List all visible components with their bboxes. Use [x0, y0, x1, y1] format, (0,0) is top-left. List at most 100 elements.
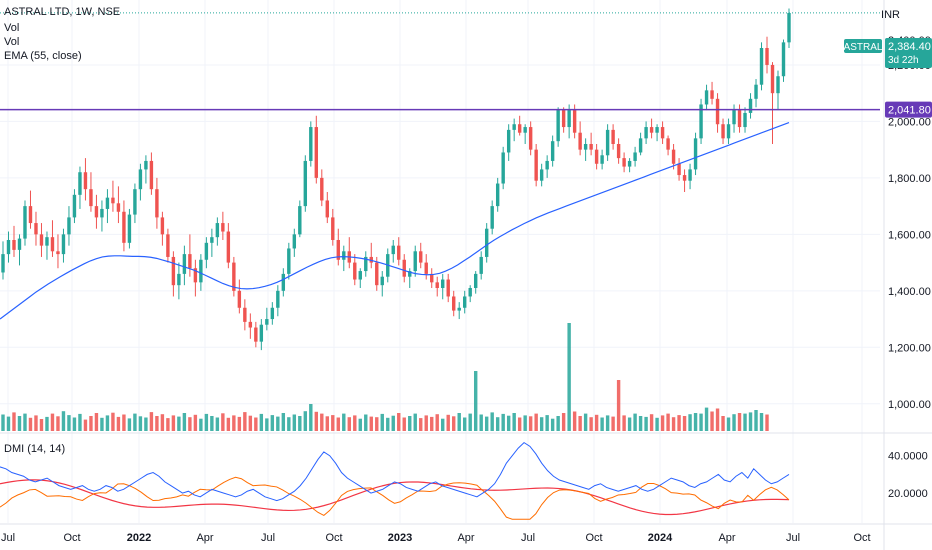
- candle-body: [534, 149, 538, 181]
- volume-bar: [506, 415, 511, 431]
- volume-bar: [292, 414, 297, 431]
- volume-bar: [45, 416, 49, 431]
- volume-bar: [270, 415, 275, 431]
- candle-body: [111, 197, 115, 204]
- volume-bar: [435, 414, 439, 431]
- volume-bar: [402, 417, 406, 431]
- volume-bar: [248, 415, 253, 431]
- candle-body: [298, 206, 302, 235]
- volume-bar: [627, 417, 632, 431]
- candle-body: [770, 64, 775, 94]
- volume-bar: [512, 413, 516, 431]
- candle-body: [23, 206, 27, 239]
- volume-bar: [50, 413, 55, 431]
- candle-body: [506, 129, 511, 153]
- price-tick-label: 1,800.00: [888, 173, 931, 185]
- candle-body: [248, 321, 253, 328]
- volume-bar: [237, 416, 242, 431]
- horizontal-line[interactable]: [0, 12, 880, 111]
- price-tick-label: 2,000.00: [888, 116, 931, 128]
- candle-body: [287, 248, 291, 274]
- vol-legend-1[interactable]: Vol: [4, 21, 19, 35]
- volume-bar: [688, 414, 692, 431]
- candle-body: [528, 127, 533, 150]
- time-tick-label: 2022: [127, 532, 151, 544]
- candle-body: [545, 160, 549, 170]
- symbol-title[interactable]: ASTRAL LTD, 1W, NSE: [4, 5, 120, 19]
- candle-body: [693, 138, 698, 170]
- volume-bar: [408, 416, 412, 431]
- volume-bar: [204, 413, 209, 431]
- volume-bar: [495, 417, 500, 431]
- candle-body: [61, 234, 66, 255]
- volume-bars: [1, 323, 769, 431]
- candle-body: [655, 127, 659, 133]
- candle-body: [781, 42, 786, 77]
- candle-body: [550, 141, 555, 161]
- candle-body: [600, 155, 604, 164]
- candle-body: [364, 256, 368, 272]
- candle-body: [435, 282, 439, 288]
- candle-body: [303, 160, 308, 207]
- vol-label: Vol: [4, 36, 20, 48]
- time-tick-label: Jul: [261, 532, 275, 544]
- candle-body: [737, 110, 742, 128]
- volume-bar: [743, 413, 747, 431]
- candle-body: [182, 254, 187, 274]
- volume-bar: [633, 413, 637, 431]
- time-tick-label: Jul: [1, 532, 15, 544]
- candle-body: [226, 231, 231, 263]
- candle-body: [721, 124, 725, 139]
- candle-body: [144, 160, 148, 170]
- indicator-tick-label: 40.0000: [888, 451, 928, 463]
- candle-body: [638, 138, 643, 153]
- candle-body: [633, 152, 637, 161]
- currency-button[interactable]: INR: [881, 9, 900, 21]
- volume-bar: [710, 411, 714, 431]
- candle-body: [468, 288, 472, 297]
- candle-body: [473, 273, 478, 288]
- volume-bar: [138, 416, 143, 431]
- volume-bar: [309, 404, 313, 431]
- volume-bar: [144, 417, 148, 431]
- ema-legend[interactable]: EMA (55, close): [4, 49, 82, 63]
- volume-bar: [644, 416, 648, 431]
- candle-body: [715, 98, 720, 125]
- ema-line: [0, 121, 790, 320]
- time-tick-label: Jul: [786, 532, 800, 544]
- volume-bar: [281, 413, 286, 431]
- time-tick-label: Jul: [521, 532, 535, 544]
- candle-body: [490, 206, 494, 229]
- volume-bar: [122, 414, 126, 431]
- volume-bar: [369, 416, 373, 431]
- volume-bar: [523, 415, 527, 431]
- volume-bar: [56, 416, 60, 431]
- dmi-legend[interactable]: DMI (14, 14): [4, 442, 65, 456]
- volume-bar: [17, 416, 22, 431]
- candle-body: [276, 290, 280, 308]
- candle-body: [50, 237, 55, 252]
- volume-bar: [463, 417, 467, 431]
- volume-bar: [177, 416, 181, 431]
- volume-bar: [561, 413, 566, 431]
- volume-bar: [594, 414, 599, 431]
- vol-legend-2[interactable]: Vol: [4, 35, 19, 49]
- candle-body: [215, 223, 220, 238]
- candle-body: [17, 238, 22, 250]
- candle-body: [446, 279, 450, 297]
- candle-body: [369, 256, 373, 263]
- candle-body: [232, 262, 236, 291]
- volume-bar: [666, 413, 670, 431]
- candle-body: [583, 144, 588, 150]
- volume-bar: [446, 414, 450, 431]
- candle-body: [710, 90, 714, 99]
- volume-bar: [589, 417, 593, 431]
- candle-body: [699, 104, 703, 139]
- volume-bar: [539, 417, 544, 431]
- volume-bar: [298, 416, 302, 431]
- candle-body: [567, 110, 571, 128]
- price-tags: ASTRAL 2,384.40 3d 22h 2,041.80: [844, 38, 932, 118]
- volume-bar: [287, 417, 291, 431]
- candle-body: [408, 271, 412, 277]
